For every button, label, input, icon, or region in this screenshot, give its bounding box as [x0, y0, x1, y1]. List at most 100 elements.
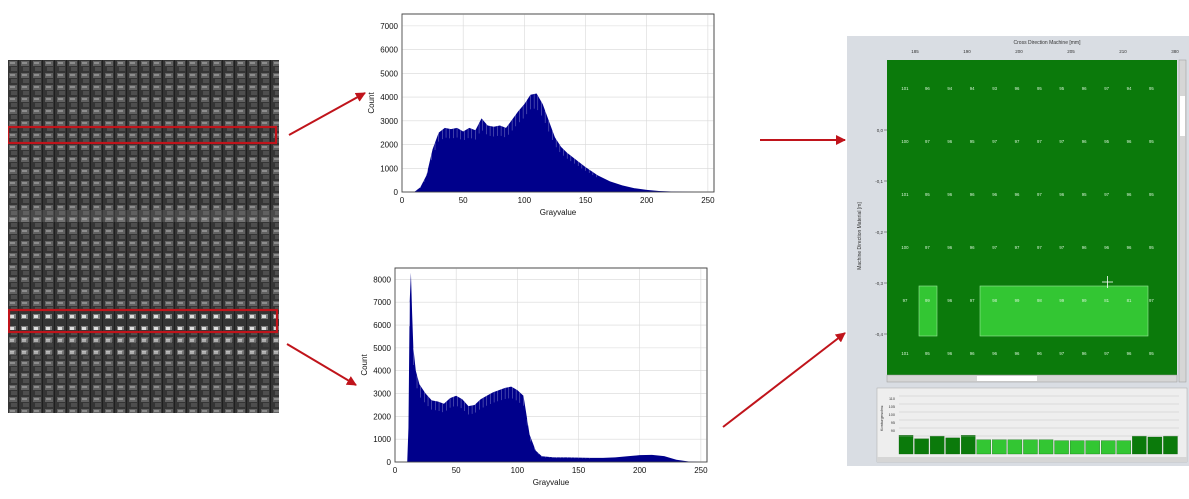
left-tick-label: -0,4 [875, 332, 883, 337]
quality-cell-value: 96 [1082, 86, 1087, 91]
quality-cell-value: 95 [1149, 86, 1154, 91]
x-axis-label: Grayvalue [540, 208, 577, 217]
quality-cell-value: 97 [1015, 139, 1020, 144]
plot-border [401, 13, 715, 193]
quality-cell-value: 97 [970, 298, 975, 303]
x-tick-label: 200 [640, 196, 654, 205]
left-tick-label: -0,3 [875, 281, 883, 286]
quality-cell-value: 96 [947, 245, 952, 250]
x-tick-label: 250 [694, 466, 708, 475]
left-axis-title: Machine Direction Material [m] [857, 202, 863, 270]
quality-cell-value: 96 [947, 298, 952, 303]
profile-scrollbar[interactable] [877, 457, 1187, 462]
quality-cell-value: 96 [947, 192, 952, 197]
quality-cell-value: 97 [1059, 139, 1064, 144]
plot-border [394, 267, 708, 463]
profile-bar [929, 435, 945, 455]
quality-cell-value: 96 [1127, 139, 1132, 144]
horizontal-scrollbar-thumb[interactable] [977, 376, 1037, 381]
quality-cell-value: 97 [903, 298, 908, 303]
quality-cell-value: 96 [925, 86, 930, 91]
upper-row-highlight-box [8, 125, 278, 145]
quality-cell-value: 96 [947, 351, 952, 356]
quality-cell-value: 96 [992, 351, 997, 356]
quality-cell-value: 100 [901, 245, 909, 250]
quality-cell-value: 97 [1104, 192, 1109, 197]
quality-cell-value: 99 [1015, 298, 1020, 303]
quality-cell-value: 96 [1015, 351, 1020, 356]
quality-cell-value: 94 [970, 86, 975, 91]
left-tick-label: -0,2 [875, 230, 883, 235]
x-tick-label: 50 [452, 466, 461, 475]
quality-cell-values: 101 96 94 94 93 96 95 95 96 97 94 95 100 97 96 95 97 97 97… [901, 86, 1154, 356]
profile-bar [1085, 440, 1100, 455]
profile-bar [1163, 435, 1178, 455]
top-axis-ticks: 185 190 200 205 210 380 [911, 49, 1179, 54]
arrow-upper-row-to-hist1 [288, 92, 366, 136]
vertical-scrollbar-thumb[interactable] [1180, 96, 1185, 136]
quality-cell-value: 97 [1104, 351, 1109, 356]
bottom-axis-title: Konturgeschw. [879, 405, 884, 431]
left-tick-label: -0,1 [875, 179, 883, 184]
quality-cell-value: 100 [901, 139, 909, 144]
profile-bar [1147, 436, 1163, 455]
quality-cell-value: 97 [1037, 245, 1042, 250]
quality-cell-value: 97 [1059, 245, 1064, 250]
y-axis-label: Count [360, 354, 369, 376]
top-axis-title: Cross Direction Machine [mm] [1014, 40, 1082, 46]
defect-highlight-left [918, 285, 938, 337]
profile-bar [1101, 440, 1116, 455]
y-tick-label: 0 [394, 188, 399, 197]
quality-cell-value: 96 [970, 192, 975, 197]
quality-cell-value: 81 [1127, 298, 1132, 303]
vertical-scrollbar[interactable] [1178, 59, 1187, 383]
y-tick-label: 6000 [373, 321, 391, 330]
quality-cell-value: 99 [1059, 298, 1064, 303]
quality-cell-value: 101 [901, 86, 909, 91]
y-tick-label: 1000 [373, 435, 391, 444]
y-axis-label: Count [367, 92, 376, 114]
profile-tick-label: 100 [889, 413, 895, 417]
quality-cell-value: 97 [1149, 298, 1154, 303]
quality-cell-value: 96 [970, 245, 975, 250]
histogram-area [414, 93, 708, 192]
y-tick-label: 2000 [373, 412, 391, 421]
profile-bar [914, 438, 929, 455]
y-tick-label: 5000 [373, 344, 391, 353]
quality-cell-value: 97 [925, 245, 930, 250]
quality-cell-value: 96 [1015, 86, 1020, 91]
quality-cell-value: 97 [992, 245, 997, 250]
quality-cell-value: 95 [970, 139, 975, 144]
left-tick-label: 0,0 [877, 128, 884, 133]
left-axis-ticks: 0,0 -0,1 -0,2 -0,3 -0,4 [875, 128, 887, 337]
x-tick-label: 200 [633, 466, 647, 475]
quality-cell-value: 97 [1037, 192, 1042, 197]
quality-cell-value: 96 [1082, 245, 1087, 250]
y-tick-label: 0 [387, 458, 392, 467]
quality-cell-value: 95 [1104, 139, 1109, 144]
quality-cell-value: 97 [1015, 245, 1020, 250]
top-tick-label: 200 [1015, 49, 1023, 54]
y-tick-label: 3000 [380, 117, 398, 126]
quality-cell-value: 96 [1127, 351, 1132, 356]
quality-cell-value: 101 [901, 192, 909, 197]
y-tick-label: 8000 [373, 275, 391, 284]
quality-cell-value: 96 [947, 139, 952, 144]
top-tick-label: 185 [911, 49, 919, 54]
quality-cell-value: 98 [992, 298, 997, 303]
top-tick-label: 380 [1171, 49, 1179, 54]
quality-cell-value: 94 [947, 86, 952, 91]
x-tick-label: 150 [572, 466, 586, 475]
crosshair-cursor [1102, 276, 1113, 288]
bottom-axis-ticks: 110 105 100 95 90 [889, 397, 895, 433]
profile-bar [992, 439, 1007, 455]
quality-cell-value: 95 [1082, 192, 1087, 197]
profile-tick-label: 95 [891, 421, 895, 425]
quality-cell-value: 95 [1149, 245, 1154, 250]
histogram-upper: 0 1000 2000 3000 4000 5000 6000 7000 0 50 100 150 20… [367, 13, 715, 217]
quality-cell-value: 95 [1059, 86, 1064, 91]
plot-group: 0 1000 2000 3000 4000 5000 6000 7000 8000 0 50 100 1… [360, 267, 708, 487]
profile-bar [1116, 440, 1131, 455]
profile-tick-label: 110 [889, 397, 895, 401]
x-tick-label: 0 [400, 196, 405, 205]
